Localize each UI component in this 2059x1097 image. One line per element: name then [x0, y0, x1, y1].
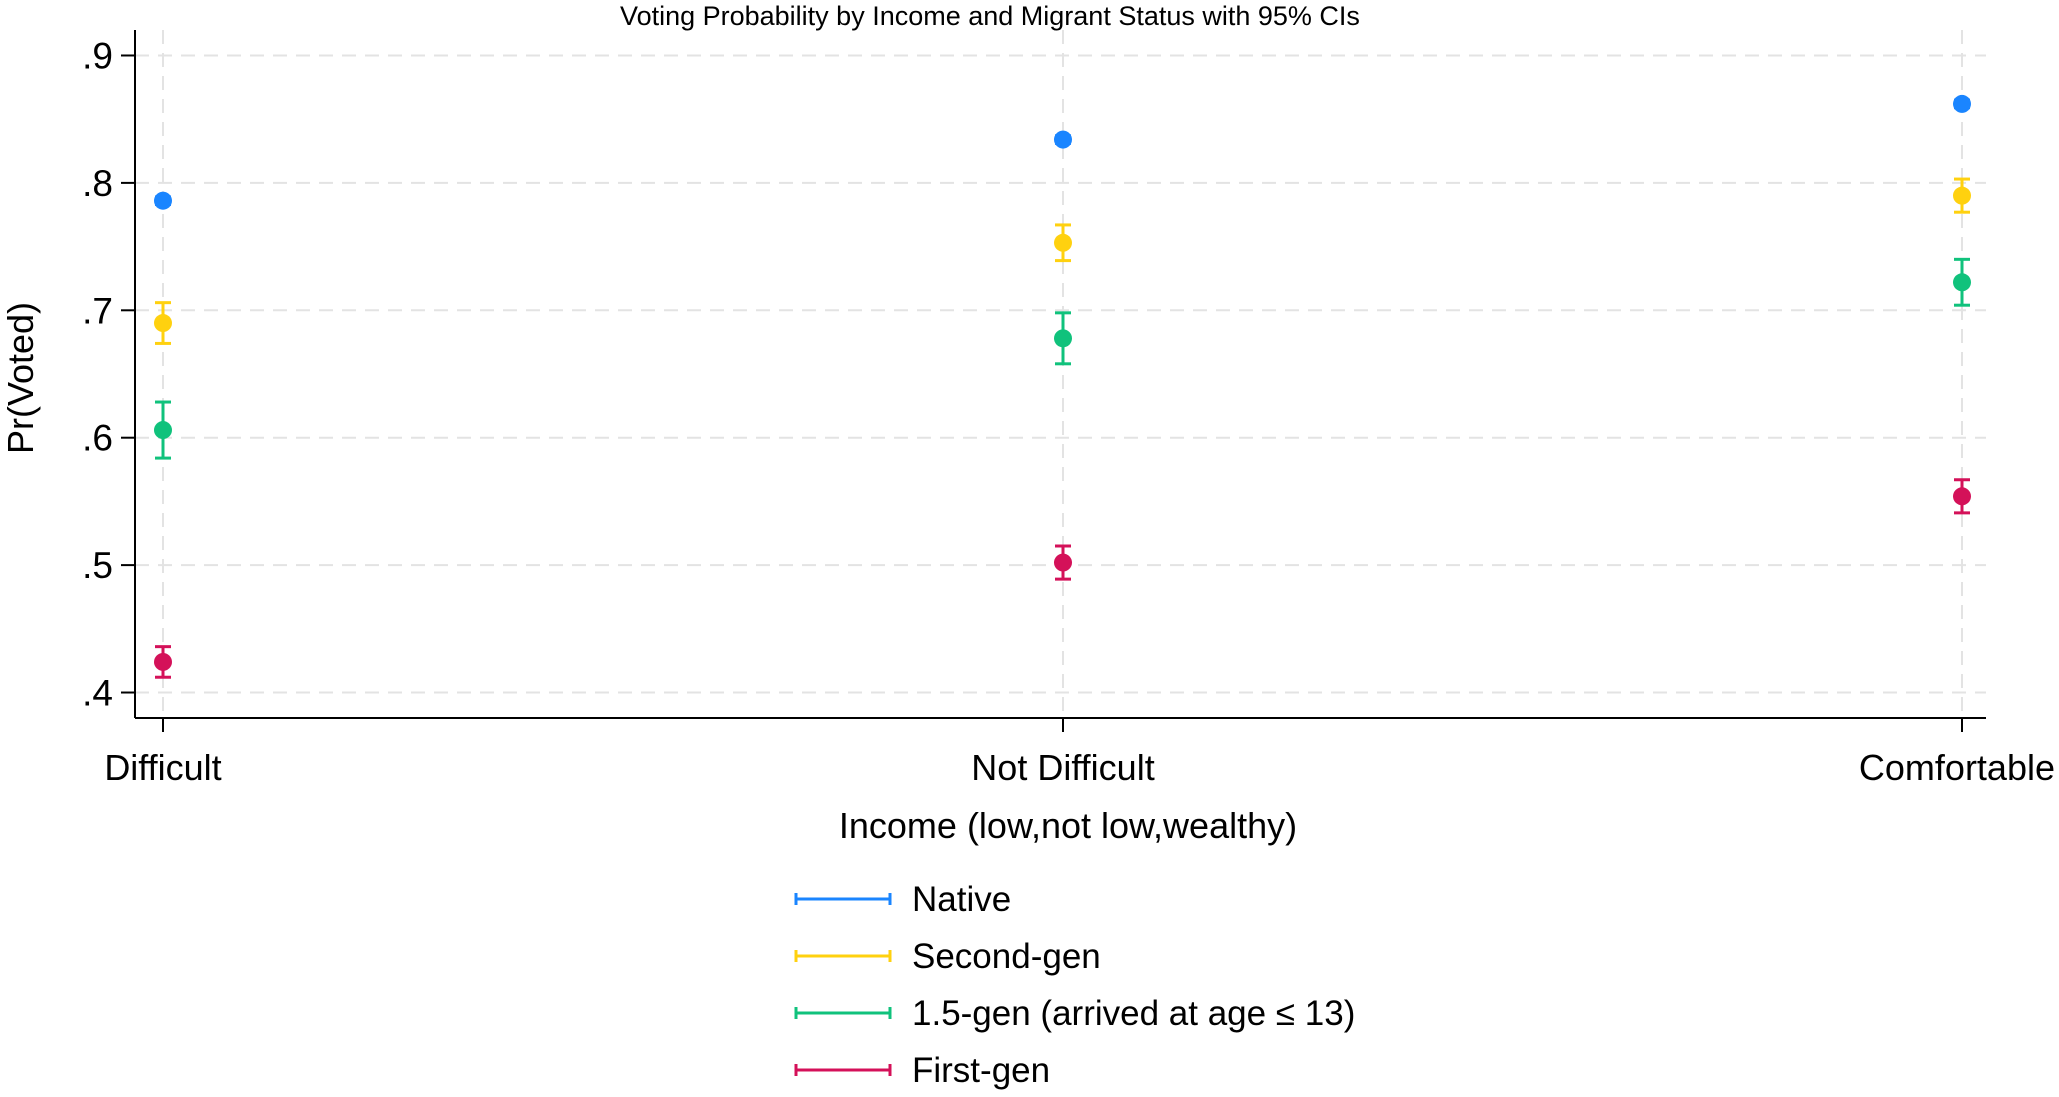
legend-label: Second-gen: [912, 937, 1101, 976]
x-tick-label: Not Difficult: [971, 747, 1154, 788]
y-tick-label: .9: [82, 35, 113, 76]
y-tick-label: .5: [82, 545, 113, 586]
x-axis-ticks: Difficult Not Difficult Comfortable: [104, 718, 2055, 788]
data-point: [1054, 553, 1072, 572]
y-tick-label: .7: [82, 290, 113, 331]
data-point: [1953, 487, 1971, 506]
data-point: [1054, 233, 1072, 252]
data-point: [1054, 329, 1072, 348]
data-point: [154, 652, 172, 671]
x-tick-label: Difficult: [104, 747, 221, 788]
data-point: [1054, 130, 1072, 149]
data-point: [154, 421, 172, 440]
y-axis-ticks: .4 .5 .6 .7 .8 .9: [82, 35, 135, 714]
y-tick-label: .8: [82, 163, 113, 204]
legend: Native Second-gen 1.5-gen (arrived at age …: [794, 880, 1355, 1090]
grid: [135, 30, 1986, 718]
data-marks: [154, 94, 1971, 679]
x-tick-label: Comfortable: [1859, 747, 2055, 788]
legend-label: Native: [912, 880, 1011, 919]
legend-label: 1.5-gen (arrived at age ≤ 13): [912, 994, 1355, 1033]
y-tick-label: .6: [82, 418, 113, 459]
chart-title: Voting Probability by Income and Migrant…: [620, 1, 1360, 31]
data-point: [1953, 94, 1971, 113]
data-point: [1953, 186, 1971, 205]
y-tick-label: .4: [82, 673, 113, 714]
legend-label: First-gen: [912, 1051, 1050, 1090]
data-point: [154, 191, 172, 210]
y-axis-label: Pr(Voted): [0, 302, 41, 454]
data-point: [154, 314, 172, 333]
x-axis-label: Income (low,not low,wealthy): [839, 805, 1297, 846]
data-point: [1953, 273, 1971, 292]
